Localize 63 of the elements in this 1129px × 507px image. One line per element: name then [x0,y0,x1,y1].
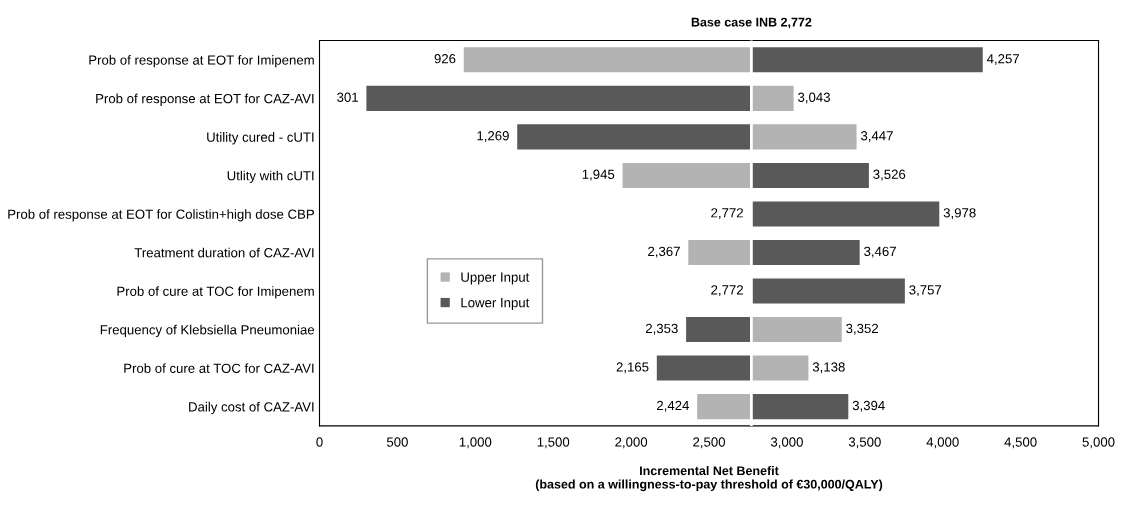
annotation: 926 [434,54,456,64]
annotation: 3,447 [860,131,893,142]
annotation: 2,424 [657,400,689,412]
y-tick-label: Utility cured - cUTI [207,132,314,145]
annotation: 3,043 [798,92,830,104]
x-tick-label: 4,500 [1004,437,1037,449]
bar [751,394,849,420]
y-tick-label: Prob of response at EOT for Colistin+high dose CBP [8,209,314,222]
x-tick-label: 0 [316,437,323,447]
bar [751,317,842,343]
legend-label: Upper Input [461,272,530,285]
bar [751,85,794,111]
x-tick-label: 5,000 [1082,437,1115,449]
bar [697,394,752,420]
y-tick-label: Frequency of Klebsiella Pneumoniae [100,324,315,338]
bar [656,355,752,381]
x-tick-label: 500 [386,437,408,447]
bar [751,239,860,266]
annotation: 3,467 [864,246,896,258]
annotation: 3,526 [873,169,906,181]
x-tick-label: 3,000 [770,437,803,449]
ref-line-label: Base case INB 2,772 [691,17,812,29]
bar [751,47,983,73]
x-tick-label: 3,500 [848,437,881,449]
bar [688,239,752,266]
bar [517,124,752,150]
annotation: 2,772 [711,285,743,297]
annotation: 3,138 [812,362,845,374]
x-tick-label: 2,000 [615,437,648,449]
y-tick-label: Prob of cure at TOC for CAZ-AVI [124,363,314,373]
y-tick-label: Treatment duration of CAZ-AVI [134,247,314,258]
y-tick-label: Prob of cure at TOC for Imipenem [117,286,314,299]
x-tick-label: 4,000 [926,437,959,449]
annotation: 3,978 [943,208,976,220]
bar [463,47,752,73]
annotation: 3,352 [846,323,879,335]
x-tick-label: 1,500 [537,437,570,449]
annotation: 2,367 [648,246,680,258]
y-tick-label: Daily cost of CAZ-AVI [189,401,314,415]
x-tick-label: 1,000 [459,437,492,449]
annotation: 2,165 [616,362,649,374]
bar [751,124,857,150]
bar [622,162,752,188]
annotation: 301 [337,92,358,102]
bar [751,278,905,304]
annotation: 1,269 [477,131,509,142]
annotation: 2,353 [645,323,678,335]
x-axis-title: Incremental Net Benefit (based on a willingness-to-pay threshold of €30,000/QALY) [535,465,883,492]
annotation: 3,394 [852,400,885,412]
bar [751,162,869,188]
annotation: 3,757 [909,285,942,297]
annotation: 1,945 [582,169,615,181]
bar [686,317,752,343]
y-tick-label: Prob of response at EOT for Imipenem [89,55,314,68]
bar [751,355,809,381]
x-tick-label: 2,500 [693,437,726,449]
bar [751,201,940,227]
bar [366,85,752,111]
y-tick-label: Utlity with cUTI [227,170,314,183]
annotation: 2,772 [711,208,743,220]
annotation: 4,257 [986,54,1020,65]
y-tick-label: Prob of response at EOT for CAZ-AVI [96,93,314,106]
legend-label: Lower Input [461,298,530,310]
